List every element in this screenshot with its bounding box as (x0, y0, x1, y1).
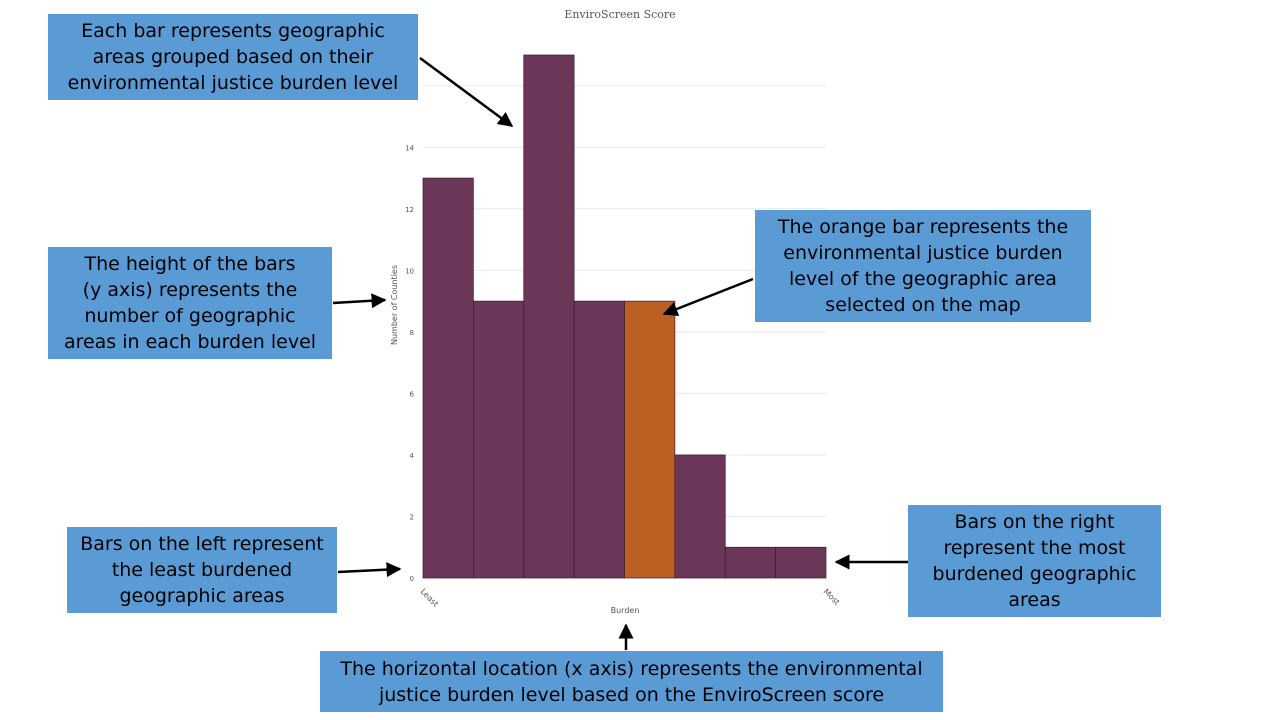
histogram-bar (422, 177, 474, 579)
callout-x-axis-text: The horizontal location (x axis) represe… (340, 657, 923, 706)
y-tick-label: 4 (410, 452, 415, 460)
histogram-bar (473, 300, 525, 579)
bars (422, 54, 827, 579)
x-axis-label: Burden (611, 606, 640, 615)
histogram-bar-highlighted (624, 300, 676, 579)
histogram-bar (523, 54, 575, 579)
y-tick-label: 6 (410, 390, 415, 398)
arrow-to-y-axis (332, 293, 387, 309)
arrow-to-tallest-bar (419, 56, 514, 128)
annotation-arrows (332, 56, 908, 650)
y-tick-label: 14 (405, 144, 414, 152)
y-tick-label: 10 (405, 267, 414, 275)
chart-title: EnviroScreen Score (564, 8, 675, 21)
callout-left-bars-text: Bars on the left represent the least bur… (80, 533, 324, 607)
callout-x-axis: The horizontal location (x axis) represe… (320, 651, 943, 712)
callout-left-bars: Bars on the left represent the least bur… (67, 527, 337, 613)
callout-right-bars: Bars on the right represent the most bur… (908, 505, 1161, 617)
x-tick-least: Least (419, 587, 441, 609)
histogram-bar (674, 454, 726, 579)
callout-orange-bar: The orange bar represents the environmen… (755, 210, 1091, 322)
callout-orange-bar-text: The orange bar represents the environmen… (777, 216, 1069, 316)
callout-bar-height-text: The height of the bars (y axis) represen… (63, 253, 317, 353)
arrow-to-left-bars (337, 562, 402, 578)
callout-bar-height: The height of the bars (y axis) represen… (48, 247, 332, 359)
y-tick-labels: 0246810121416 (405, 83, 414, 583)
callout-bar-groups: Each bar represents geographic areas gro… (48, 14, 418, 100)
y-tick-label: 0 (410, 575, 414, 583)
x-tick-most: Most (822, 587, 842, 607)
arrow-to-orange-bar (662, 277, 754, 317)
y-tick-label: 2 (410, 513, 414, 521)
callout-bar-groups-text: Each bar represents geographic areas gro… (67, 20, 399, 94)
callout-right-bars-text: Bars on the right represent the most bur… (932, 511, 1137, 611)
y-tick-label: 12 (405, 206, 414, 214)
histogram-bar (573, 300, 625, 579)
y-axis-label: Number of Counties (390, 265, 399, 345)
histogram-bar (724, 546, 776, 579)
histogram-bar (775, 546, 827, 579)
y-tick-label: 8 (410, 329, 414, 337)
